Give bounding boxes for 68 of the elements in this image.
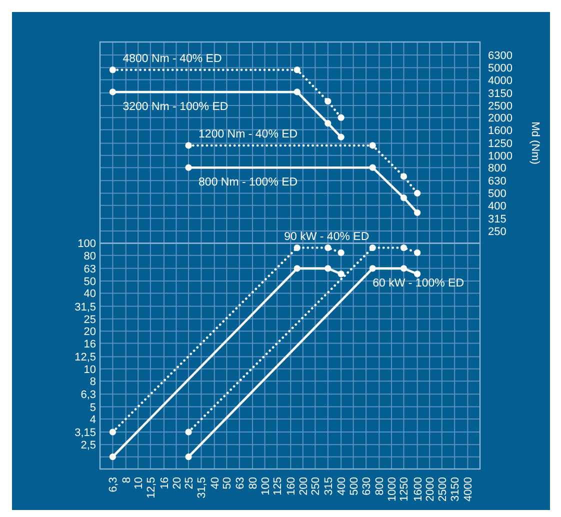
series-label: 1200 Nm - 40% ED (198, 128, 298, 140)
y-tick-label: 2000 (488, 112, 512, 125)
x-tick-label: 16 (158, 477, 171, 490)
x-tick-label: 63 (234, 477, 246, 490)
x-tick-label: 3150 (450, 477, 462, 502)
y-tick-label: 400 (488, 200, 506, 212)
y-tick-label: 50 (84, 276, 96, 288)
series-label: 800 Nm - 100% ED (198, 176, 298, 189)
y-tick-label: 8 (90, 376, 96, 388)
x-tick-label: 20 (171, 477, 184, 490)
y-tick-label: 500 (488, 188, 506, 200)
y-tick-label: 4000 (488, 74, 512, 87)
y-tick-label: 4 (90, 414, 96, 426)
y-tick-label: 100 (78, 238, 96, 250)
x-tick-label: 4000 (462, 477, 475, 502)
y-tick-label: 3,15 (74, 427, 96, 440)
x-tick-label: 25 (184, 477, 196, 490)
y-tick-label: 250 (488, 226, 506, 238)
x-tick-label: 80 (248, 477, 260, 490)
y-tick-label: 800 (488, 162, 506, 175)
series-label: 60 kW - 100% ED (372, 277, 464, 290)
series-label: 3200 Nm - 100% ED (122, 100, 228, 113)
y-axis-title: Md (Nm) (529, 122, 541, 164)
y-tick-label: 2,5 (80, 440, 96, 452)
y-tick-label: 5000 (488, 62, 512, 75)
x-tick-label: 250 (310, 477, 322, 496)
y-tick-label: 40 (84, 288, 96, 300)
x-tick-label: 100 (260, 477, 272, 496)
y-tick-label: 16 (84, 338, 96, 350)
x-tick-label: 12,5 (145, 477, 158, 498)
y-tick-label: 6300 (488, 50, 512, 62)
y-tick-label: 315 (488, 213, 506, 226)
y-tick-label: 63 (84, 263, 96, 276)
y-tick-label: 630 (488, 176, 506, 188)
series-label: 4800 Nm - 40% ED (122, 52, 222, 65)
x-tick-label: 1000 (386, 477, 398, 502)
x-tick-label: 1600 (412, 477, 424, 502)
y-tick-label: 10 (84, 364, 96, 376)
y-tick-label: 1000 (488, 150, 512, 162)
x-tick-label: 2500 (436, 477, 449, 502)
y-tick-label: 2500 (488, 100, 512, 112)
x-tick-label: 31,5 (196, 477, 208, 498)
y-tick-label: 80 (84, 250, 96, 262)
x-tick-label: 200 (298, 477, 310, 496)
y-tick-label: 25 (84, 314, 96, 326)
y-tick-label: 20 (84, 326, 96, 338)
x-tick-label: 8 (120, 477, 133, 484)
x-tick-label: 6,3 (108, 477, 120, 492)
x-tick-label: 2000 (424, 477, 437, 502)
series-label: 90 kW - 40% ED (284, 230, 370, 243)
x-tick-label: 630 (361, 477, 374, 496)
y-tick-label: 31,5 (74, 301, 96, 314)
y-tick-label: 6,3 (80, 389, 96, 402)
x-tick-label: 40 (209, 477, 222, 490)
y-tick-label: 1250 (488, 138, 512, 150)
x-tick-label: 500 (348, 477, 360, 496)
y-tick-label: 3150 (488, 88, 512, 100)
x-tick-label: 160 (286, 477, 298, 496)
y-tick-label: 5 (90, 402, 96, 414)
x-tick-label: 800 (374, 477, 386, 496)
x-tick-label: 400 (336, 477, 348, 496)
x-tick-label: 10 (133, 477, 146, 490)
y-tick-label: 1600 (488, 124, 512, 137)
y-tick-label: 12,5 (74, 352, 96, 364)
x-tick-label: 315 (322, 477, 335, 496)
x-tick-label: 1250 (398, 477, 411, 502)
x-tick-label: 50 (222, 477, 234, 490)
x-tick-label: 125 (272, 477, 284, 496)
